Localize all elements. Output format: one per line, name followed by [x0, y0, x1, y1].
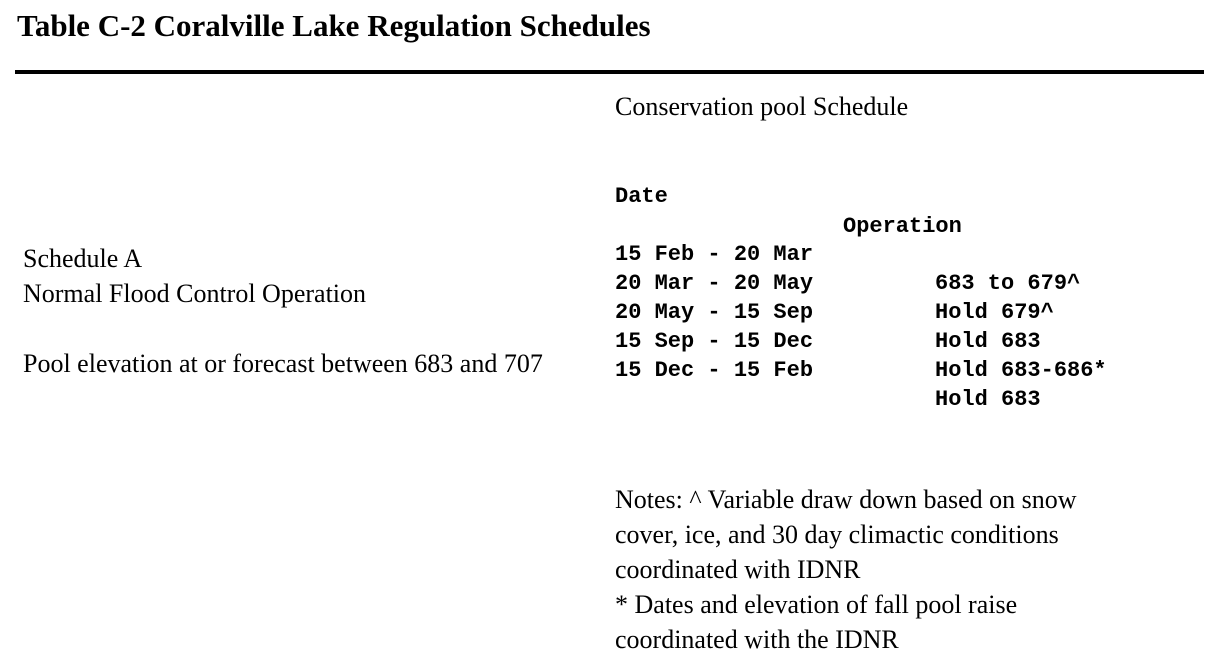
schedule-row: 20 Mar - 20 May Hold 679^ — [615, 240, 1205, 325]
row-operation: Hold 679^ — [935, 300, 1054, 325]
schedule-row: 15 Dec - 15 Feb Hold 683 — [615, 327, 1205, 412]
schedule-rows: 15 Feb - 20 Mar 683 to 679^ 20 Mar - 20 … — [615, 211, 1205, 412]
pool-elevation-condition: Pool elevation at or forecast between 68… — [23, 349, 543, 378]
row-date: 20 May - 15 Sep — [615, 300, 814, 325]
note-line: coordinated with the IDNR — [615, 625, 899, 654]
schedule-name: Schedule A — [23, 244, 143, 273]
schedule-heading: Conservation pool Schedule — [615, 92, 909, 121]
note-line: coordinated with IDNR — [615, 555, 861, 584]
schedule-row: 15 Sep - 15 Dec Hold 683-686* — [615, 298, 1205, 383]
row-date: 20 Mar - 20 May — [615, 271, 814, 296]
spacer — [23, 311, 598, 346]
note-line: Notes: ^ Variable draw down based on sno… — [615, 485, 1077, 514]
schedule-column-headers: Date Operation — [615, 152, 962, 272]
schedule-type: Normal Flood Control Operation — [23, 279, 367, 308]
schedule-notes: Notes: ^ Variable draw down based on sno… — [615, 482, 1205, 657]
page-title: Table C-2 Coralville Lake Regulation Sch… — [17, 8, 651, 43]
schedule-description: Schedule A Normal Flood Control Operatio… — [23, 241, 598, 381]
operation-column-header: Operation — [843, 214, 962, 239]
row-date: 15 Sep - 15 Dec — [615, 329, 814, 354]
conservation-pool-schedule: Conservation pool Schedule Date Operatio… — [615, 90, 1205, 654]
row-date: 15 Feb - 20 Mar — [615, 242, 814, 267]
row-date: 15 Dec - 15 Feb — [615, 358, 814, 383]
row-operation: Hold 683-686* — [935, 358, 1107, 383]
row-operation: 683 to 679^ — [935, 271, 1081, 296]
note-line: cover, ice, and 30 day climactic conditi… — [615, 520, 1059, 549]
date-column-header: Date — [615, 184, 668, 209]
schedule-row: 15 Feb - 20 Mar 683 to 679^ — [615, 211, 1205, 296]
row-operation: Hold 683 — [935, 329, 1041, 354]
row-operation: Hold 683 — [935, 387, 1041, 412]
schedule-row: 20 May - 15 Sep Hold 683 — [615, 269, 1205, 354]
title-divider — [15, 70, 1204, 74]
note-line: * Dates and elevation of fall pool raise — [615, 590, 1018, 619]
